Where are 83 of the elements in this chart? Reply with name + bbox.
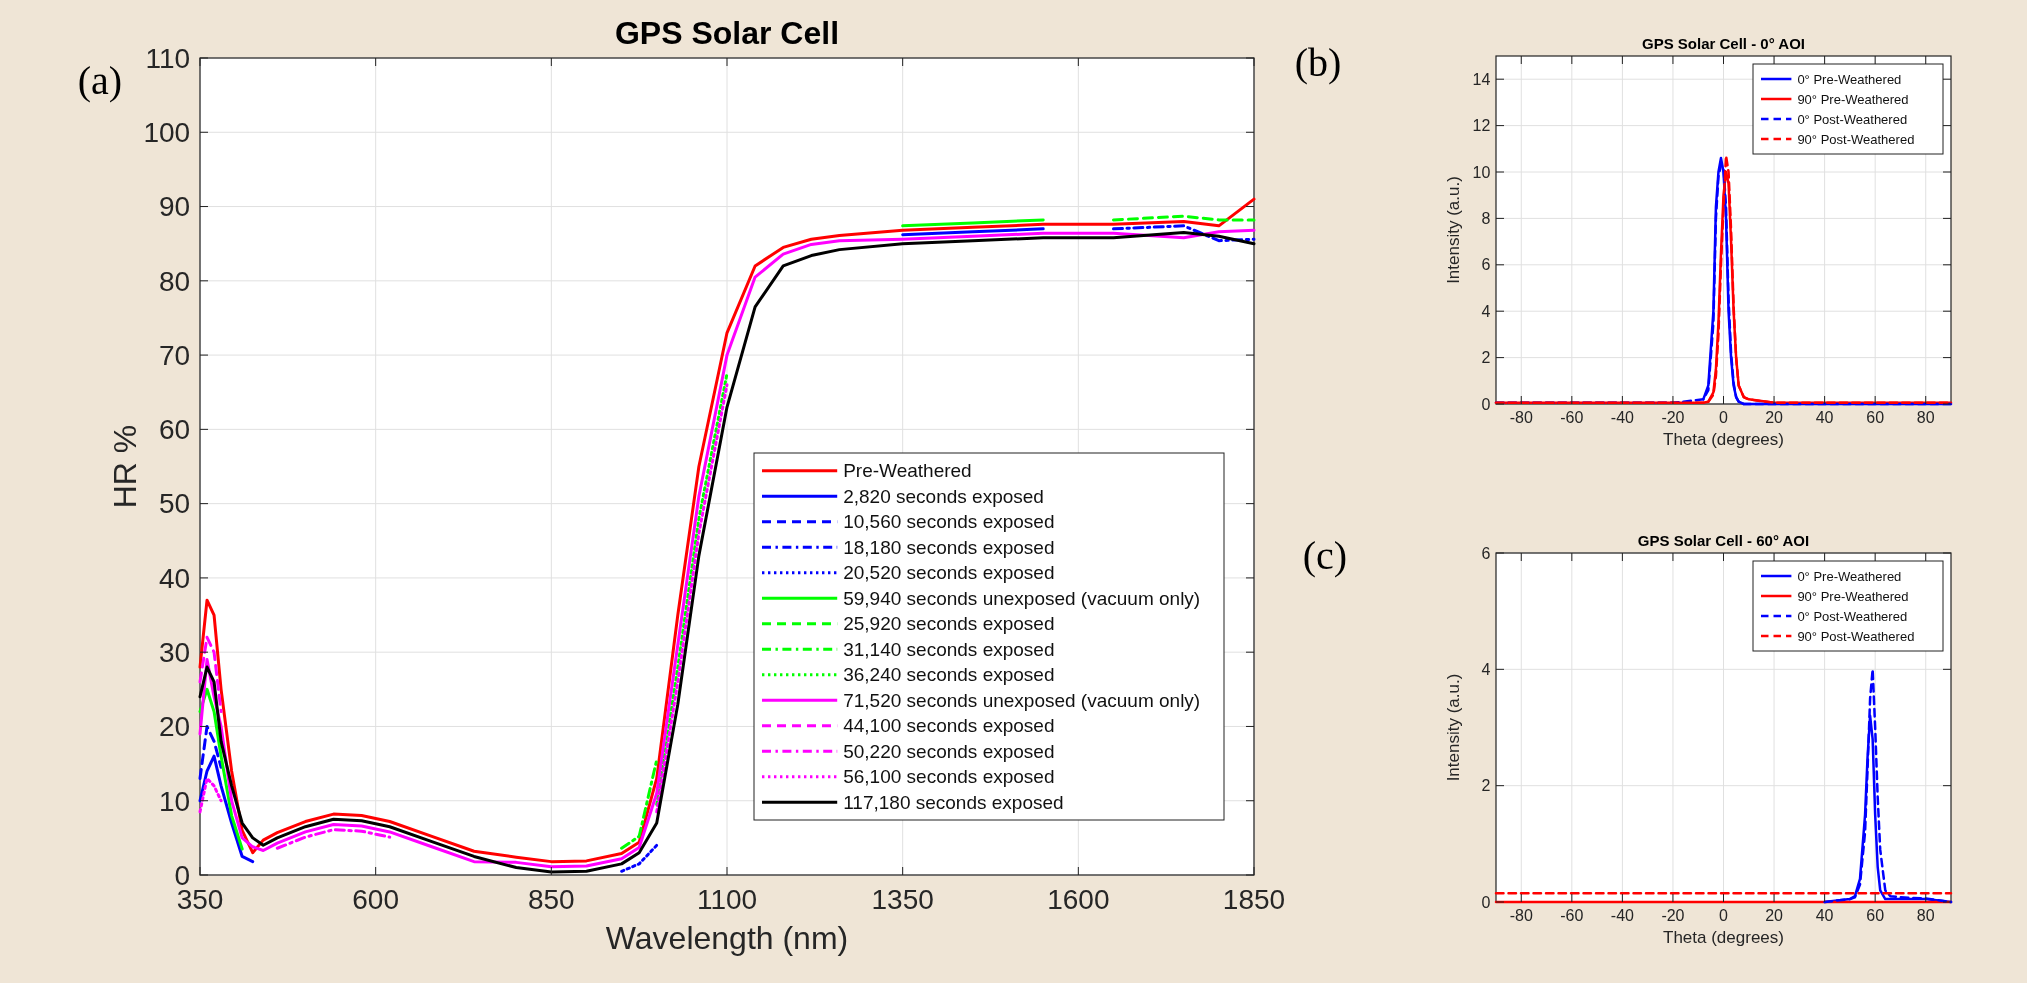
x-tick-label: 20 (1765, 907, 1784, 925)
x-tick-label: -80 (1509, 409, 1533, 427)
legend-label: Pre-Weathered (843, 460, 972, 482)
line-series (275, 828, 392, 850)
y-tick-label: 20 (159, 711, 191, 743)
x-tick-label: -20 (1661, 409, 1685, 427)
legend-label: 56,100 seconds exposed (843, 766, 1055, 788)
y-tick-label: 50 (159, 488, 191, 520)
text: (c) (1302, 533, 1348, 578)
y-tick-label: 40 (159, 562, 191, 594)
legend-label: 90° Post-Weathered (1797, 628, 1915, 644)
x-tick-label: 20 (1765, 409, 1784, 427)
y-tick-label: 110 (145, 42, 191, 74)
legend-label: 59,940 seconds unexposed (vacuum only) (843, 587, 1201, 609)
y-tick-label: 0 (174, 859, 191, 891)
y-tick-label: 4 (1481, 302, 1491, 320)
x-tick-label: 1350 (871, 883, 934, 915)
legend-label: 71,520 seconds unexposed (vacuum only) (843, 689, 1201, 711)
line-series (655, 372, 729, 806)
legend-label: 90° Pre-Weathered (1797, 91, 1909, 107)
x-tick-label: 1600 (1047, 883, 1110, 915)
y-tick-label: 10 (1472, 163, 1491, 181)
legend-label: 20,520 seconds exposed (843, 562, 1055, 584)
legend-label: 31,140 seconds exposed (843, 638, 1055, 660)
y-axis-title: Intensity (a.u.) (1444, 176, 1464, 284)
x-tick-label: 850 (527, 883, 575, 915)
x-tick-label: 0 (1719, 409, 1729, 427)
y-tick-label: 2 (1481, 777, 1491, 795)
y-tick-label: 4 (1481, 660, 1491, 678)
text: (a) (77, 58, 123, 103)
legend-label: 2,820 seconds exposed (843, 485, 1044, 507)
x-tick-label: 1850 (1222, 883, 1286, 915)
x-tick-label: -40 (1610, 907, 1635, 925)
x-axis-title: Theta (degrees) (1663, 927, 1784, 947)
x-tick-label: -20 (1661, 907, 1685, 925)
x-tick-label: -60 (1560, 409, 1584, 427)
legend-label: 25,920 seconds exposed (843, 613, 1055, 635)
x-tick-label: -40 (1610, 409, 1635, 427)
y-tick-label: 14 (1472, 70, 1491, 88)
legend-label: 50,220 seconds exposed (843, 740, 1055, 762)
legend-label: 18,180 seconds exposed (843, 536, 1055, 558)
x-tick-label: 60 (1866, 409, 1885, 427)
y-tick-label: 90 (159, 191, 191, 223)
legend-label: 0° Pre-Weathered (1797, 568, 1902, 584)
x-tick-label: 80 (1916, 907, 1935, 925)
y-tick-label: 8 (1481, 210, 1491, 227)
y-tick-label: 10 (159, 785, 191, 817)
y-axis-title: HR % (106, 424, 143, 509)
x-tick-label: 80 (1916, 409, 1935, 427)
line-series (1111, 224, 1256, 243)
y-axis-title: Intensity (a.u.) (1444, 673, 1464, 782)
legend-label: 0° Post-Weathered (1797, 111, 1908, 127)
y-tick-label: 12 (1472, 117, 1491, 135)
x-tick-label: 40 (1815, 907, 1834, 925)
x-tick-label: 60 (1866, 907, 1885, 925)
legend-label: 0° Pre-Weathered (1797, 71, 1902, 87)
text: (b) (1294, 40, 1342, 85)
x-tick-label: 1100 (696, 883, 758, 915)
y-tick-label: 6 (1481, 256, 1491, 274)
y-tick-label: 80 (159, 265, 191, 297)
y-tick-label: 30 (159, 636, 191, 668)
legend-label: 117,180 seconds exposed (843, 791, 1064, 813)
legend-label: 44,100 seconds exposed (843, 715, 1055, 737)
legend-label: 90° Pre-Weathered (1797, 588, 1909, 604)
x-tick-label: -60 (1560, 907, 1584, 925)
chart-title: GPS Solar Cell (614, 14, 840, 51)
y-tick-label: 0 (1481, 395, 1491, 413)
legend-label: 90° Post-Weathered (1797, 131, 1915, 147)
legend-label: 10,560 seconds exposed (843, 511, 1055, 533)
x-tick-label: 0 (1719, 907, 1729, 925)
y-tick-label: 6 (1481, 544, 1491, 562)
chart-title: GPS Solar Cell - 60° AOI (1637, 532, 1810, 550)
y-tick-label: 100 (143, 117, 191, 149)
x-tick-label: 40 (1815, 409, 1834, 427)
x-tick-label: -80 (1509, 907, 1533, 925)
x-tick-label: 600 (352, 883, 400, 915)
legend-label: 36,240 seconds exposed (843, 664, 1055, 686)
y-tick-label: 2 (1481, 349, 1491, 367)
y-tick-label: 70 (159, 339, 191, 371)
chart-title: GPS Solar Cell - 0° AOI (1642, 35, 1805, 53)
x-axis-title: Theta (degrees) (1663, 429, 1784, 449)
legend-label: 0° Post-Weathered (1797, 608, 1908, 624)
x-axis-title: Wavelength (nm) (605, 919, 849, 956)
